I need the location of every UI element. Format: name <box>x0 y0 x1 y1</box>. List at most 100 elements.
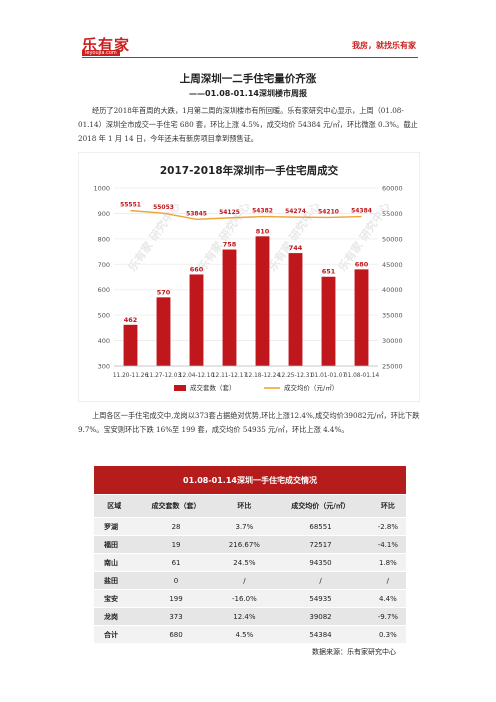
y-right-tick: 55000 <box>382 210 403 218</box>
table-cell: 54384 <box>271 625 370 644</box>
table-cell: -16.0% <box>217 589 272 608</box>
x-tick: 11.27-12.03 <box>146 373 182 379</box>
district-name: 罗湖 <box>94 517 135 536</box>
bar-label: 810 <box>256 227 270 235</box>
table-source: 数据来源：乐有家研究中心 <box>94 643 406 660</box>
table-cell: 3.7% <box>217 517 272 536</box>
legend-label: 成交套数（套） <box>190 383 236 392</box>
chart-title: 2017-2018年深圳市一手住宅周成交 <box>160 164 339 177</box>
table-cell: 68551 <box>271 517 370 536</box>
header-divider <box>82 57 418 58</box>
table-cell: / <box>271 571 370 590</box>
table-row: 宝安 199 -16.0% 54935 4.4% <box>94 589 406 608</box>
table-cell: 0 <box>134 571 218 590</box>
bar <box>156 297 171 366</box>
bar-label: 660 <box>190 265 204 273</box>
table-cell: 4.5% <box>217 625 272 644</box>
table-cell: 12.4% <box>217 607 272 626</box>
y-left-tick: 1000 <box>93 185 110 193</box>
x-tick: 12.18-12.24 <box>245 373 281 379</box>
table-cell: 24.5% <box>217 553 272 572</box>
bar <box>222 249 237 366</box>
bar-label: 758 <box>223 241 237 249</box>
table-cell: -9.7% <box>369 607 406 626</box>
bar-label: 744 <box>289 244 303 252</box>
bar <box>189 274 204 366</box>
paragraph-intro: 经历了2018年首周的大跌，1月第二周的深圳楼市有所回暖。乐有家研究中心显示，上… <box>78 106 418 143</box>
bar-label: 651 <box>322 268 336 276</box>
y-right-tick: 45000 <box>382 261 403 269</box>
bar-label: 680 <box>355 260 369 268</box>
line-label: 53845 <box>186 210 207 217</box>
logo-domain: leyoujia.com <box>82 50 120 56</box>
line-label: 55053 <box>153 204 174 211</box>
table-header-cell: 环比 <box>369 494 406 518</box>
bar <box>123 324 138 366</box>
table-header-cell: 成交均价（元/㎡） <box>271 494 370 518</box>
line-label: 54210 <box>318 208 339 215</box>
table-row: 罗湖 28 3.7% 68551 -2.8% <box>94 517 406 536</box>
table-cell: -2.8% <box>369 517 406 536</box>
y-left-tick: 300 <box>98 363 110 371</box>
y-right-tick: 40000 <box>382 286 403 294</box>
y-right-tick: 30000 <box>382 337 403 345</box>
article-title: 上周深圳一二手住宅量价齐涨 <box>179 73 317 85</box>
table-cell: / <box>217 571 272 590</box>
y-left-tick: 500 <box>98 312 110 320</box>
bar-label: 570 <box>157 288 171 296</box>
table-header-cell: 区域 <box>94 494 135 518</box>
y-left-tick: 600 <box>98 286 110 294</box>
x-tick: 12.04-12.10 <box>179 373 215 379</box>
table-cell: 373 <box>134 607 218 626</box>
table-row: 盐田 0// / <box>94 571 406 590</box>
table-cell: 0.3% <box>369 625 406 644</box>
table-cell: -4.1% <box>369 535 406 554</box>
x-tick: 11.20-11.26 <box>113 373 149 379</box>
table-cell: 19 <box>134 535 218 554</box>
line-label: 54125 <box>219 209 240 216</box>
table-cell: 39082 <box>271 607 370 626</box>
table-cell: 54935 <box>271 589 370 608</box>
legend-label: 成交均价（元/㎡） <box>284 383 338 392</box>
bar <box>255 236 270 366</box>
article-subtitle: ——01.08-01.14深圳楼市周报 <box>189 89 307 98</box>
table-cell: 1.8% <box>369 553 406 572</box>
line-label: 54382 <box>252 208 273 215</box>
y-right-tick: 25000 <box>382 363 403 371</box>
table-row: 龙岗 373 12.4% 39082 -9.7% <box>94 607 406 626</box>
district-table-container: 01.08-01.14深圳一手住宅成交情况 区域 成交套数（套） 环比 成交均价（元/… <box>94 466 406 660</box>
y-left-tick: 800 <box>98 235 110 243</box>
district-name: 南山 <box>94 553 135 572</box>
y-left-tick: 400 <box>98 337 110 345</box>
district-sales-table: 01.08-01.14深圳一手住宅成交情况 区域 成交套数（套） 环比 成交均价（元/… <box>94 466 406 660</box>
table-row: 福田 19 216.67% 72517 -4.1% <box>94 535 406 554</box>
table-cell: 680 <box>134 625 218 644</box>
table-cell: 61 <box>134 553 218 572</box>
table-cell: 28 <box>134 517 218 536</box>
district-name: 盐田 <box>94 571 135 590</box>
y-left-tick: 700 <box>98 261 110 269</box>
line-label: 54384 <box>351 208 372 215</box>
brand-slogan: 我房，就找乐有家 <box>352 41 416 50</box>
legend-swatch-bars <box>174 385 186 391</box>
brand-logo[interactable]: 乐有家 leyoujia.com <box>82 34 140 56</box>
page-header: 乐有家 leyoujia.com 我房，就找乐有家 <box>0 0 496 60</box>
logo-text: 乐有家 <box>82 36 131 54</box>
table-cell: 72517 <box>271 535 370 554</box>
district-name: 合计 <box>94 625 135 644</box>
x-tick: 12.25-12.31 <box>278 373 314 379</box>
district-name: 宝安 <box>94 589 135 608</box>
y-right-tick: 60000 <box>382 185 403 193</box>
table-cell: / <box>369 571 406 590</box>
table-row: 合计 680 4.5% 54384 0.3% <box>94 625 406 644</box>
table-row: 南山 61 24.5% 94350 1.8% <box>94 553 406 572</box>
table-cell: 94350 <box>271 553 370 572</box>
table-header-row: 区域 成交套数（套） 环比 成交均价（元/㎡） 环比 <box>94 494 406 518</box>
bar <box>321 276 336 366</box>
table-header-cell: 环比 <box>217 494 272 518</box>
bar-label: 462 <box>124 316 138 324</box>
y-left-tick: 900 <box>98 210 110 218</box>
district-name: 福田 <box>94 535 135 554</box>
line-label: 55551 <box>120 202 141 209</box>
